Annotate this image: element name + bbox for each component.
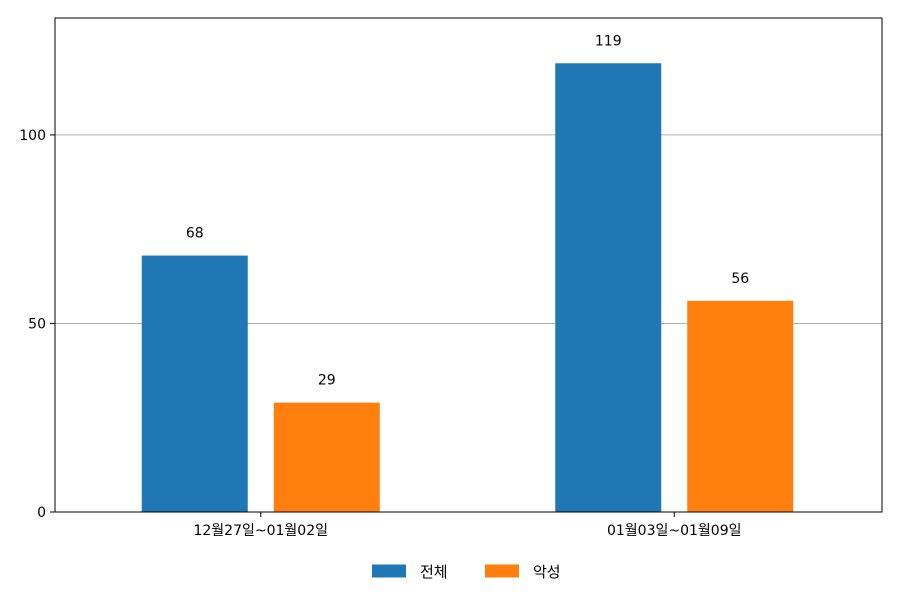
bar-malicious-0: [273, 402, 380, 512]
data-label: 29: [318, 373, 336, 389]
legend-label: 악성: [533, 563, 561, 581]
y-tick-label: 0: [37, 505, 46, 521]
x-tick-label: 12월27일~01월02일: [193, 523, 328, 539]
plot-frame: [54, 17, 883, 513]
bar-malicious-1: [687, 300, 794, 512]
y-tick-label: 100: [19, 128, 46, 144]
bar-total-1: [555, 63, 662, 513]
data-label: 119: [595, 33, 622, 49]
y-tick-label: 50: [28, 316, 46, 332]
legend-swatch: [372, 564, 406, 578]
bar-total-0: [141, 255, 248, 513]
data-label: 56: [731, 271, 749, 287]
legend-swatch: [485, 564, 519, 578]
legend-label: 전체: [420, 563, 448, 581]
data-label: 68: [186, 226, 204, 242]
x-tick-label: 01월03일~01월09일: [607, 523, 742, 539]
